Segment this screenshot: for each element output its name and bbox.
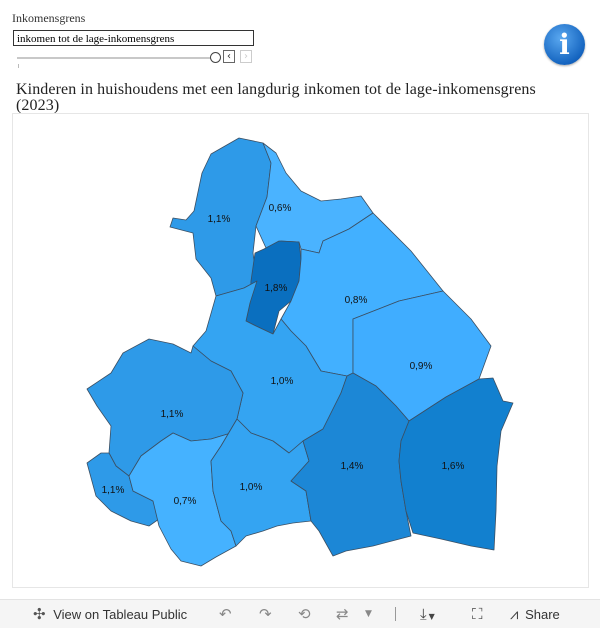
undo-icon[interactable]: ↶ bbox=[219, 605, 232, 623]
refresh-icon[interactable]: ⇄ bbox=[336, 605, 349, 623]
filter-slider-thumb[interactable] bbox=[210, 52, 221, 63]
tableau-toolbar: ✣ View on Tableau Public ↶ ↷ ⟲ ⇄ ▼ ⤓ ▼ ⛶ … bbox=[0, 599, 600, 628]
drenthe-map: 1,1% 0,6% 1,8% 0,8% 0,9% 1,0% 1,1% 1,1% … bbox=[86, 137, 514, 567]
view-on-tableau-button[interactable]: ✣ View on Tableau Public bbox=[33, 600, 187, 628]
region-label-borger-odoorn: 0,9% bbox=[410, 361, 433, 372]
tableau-logo-icon: ✣ bbox=[33, 605, 46, 623]
inkomensgrens-select[interactable]: inkomen tot de lage-inkomensgrens bbox=[13, 30, 254, 46]
fullscreen-icon[interactable]: ⛶ bbox=[472, 605, 483, 623]
slider-tick bbox=[18, 64, 19, 68]
view-on-tableau-label: View on Tableau Public bbox=[53, 607, 188, 622]
region-label-midden-drenthe: 1,0% bbox=[271, 376, 294, 387]
share-icon: ⩘ bbox=[510, 605, 519, 623]
share-label: Share bbox=[525, 607, 560, 622]
page-title: Kinderen in huishoudens met een langduri… bbox=[16, 81, 536, 114]
region-label-emmen: 1,6% bbox=[442, 461, 465, 472]
region-label-aa-en-hunze-north: 0,6% bbox=[269, 203, 292, 214]
filter-slider-track[interactable] bbox=[17, 57, 214, 59]
next-button[interactable]: › bbox=[240, 50, 252, 63]
region-label-de-wolden: 0,7% bbox=[174, 496, 197, 507]
previous-button[interactable]: ‹ bbox=[223, 50, 235, 63]
toolbar-divider bbox=[395, 607, 396, 621]
region-label-assen: 1,8% bbox=[265, 283, 288, 294]
region-label-coevorden: 1,4% bbox=[341, 461, 364, 472]
download-icon[interactable]: ⤓ ▼ bbox=[420, 605, 435, 623]
revert-icon[interactable]: ⟲ bbox=[298, 605, 311, 623]
info-icon[interactable]: i bbox=[544, 24, 585, 65]
region-label-hoogeveen: 1,0% bbox=[240, 482, 263, 493]
redo-icon[interactable]: ↷ bbox=[259, 605, 272, 623]
region-label-tynaarlo: 1,1% bbox=[208, 214, 231, 225]
share-button[interactable]: ⩘ Share bbox=[510, 600, 560, 628]
region-label-westerveld: 1,1% bbox=[161, 409, 184, 420]
filter-label: Inkomensgrens bbox=[12, 11, 86, 25]
region-coevorden[interactable] bbox=[290, 372, 412, 557]
region-label-aa-en-hunze: 0,8% bbox=[345, 295, 368, 306]
map-frame: 1,1% 0,6% 1,8% 0,8% 0,9% 1,0% 1,1% 1,1% … bbox=[12, 113, 589, 588]
region-hoogeveen[interactable] bbox=[210, 418, 312, 547]
refresh-dropdown-icon[interactable]: ▼ bbox=[365, 609, 372, 619]
region-emmen[interactable] bbox=[398, 377, 514, 551]
region-label-westerveld-sw: 1,1% bbox=[102, 485, 125, 496]
